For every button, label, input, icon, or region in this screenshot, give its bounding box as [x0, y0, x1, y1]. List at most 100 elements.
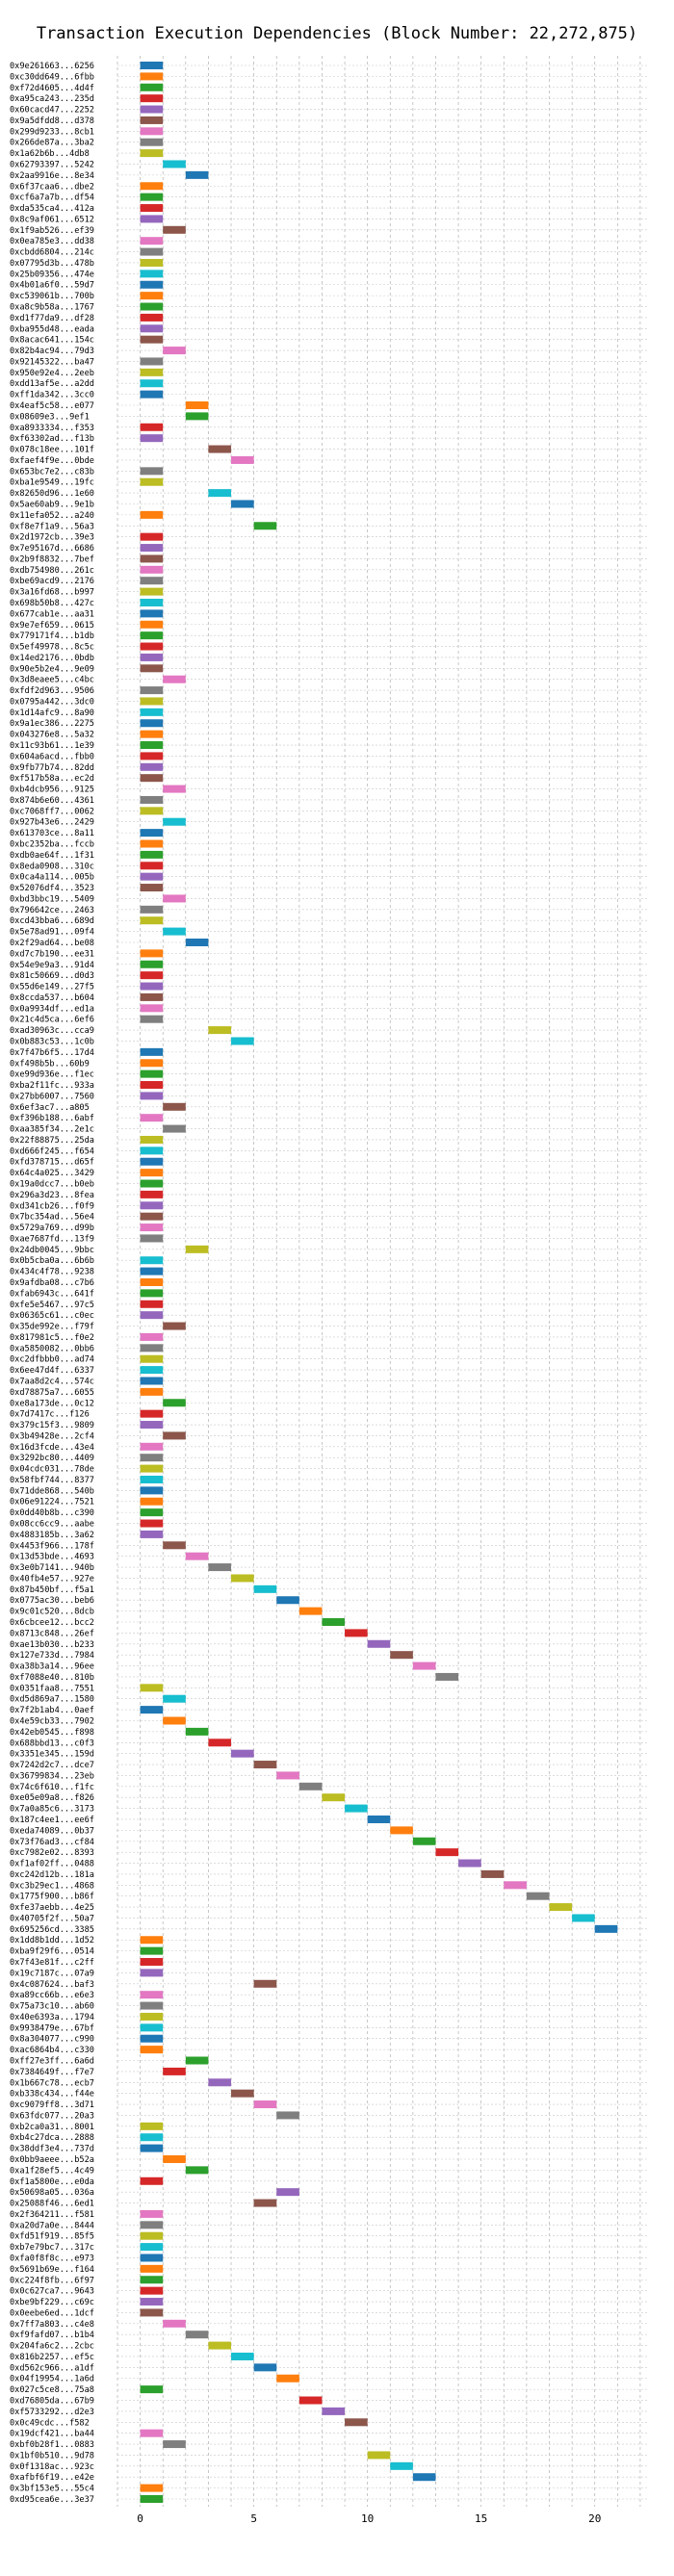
y-tick-label: 0x4453f966...178f	[10, 1541, 94, 1551]
transaction-bar	[185, 2331, 209, 2339]
transaction-bar	[231, 455, 254, 464]
y-tick-label: 0x90e5b2e4...9e09	[10, 664, 94, 674]
transaction-bar	[140, 1366, 164, 1375]
y-tick-label: 0xc30dd649...6fbb	[10, 72, 94, 82]
transaction-bar	[140, 2429, 164, 2437]
transaction-bar	[253, 2100, 277, 2109]
transaction-bar	[140, 719, 164, 728]
y-tick-label: 0xd562c966...a1df	[10, 2363, 94, 2373]
x-tick-label: 0	[137, 2512, 143, 2525]
transaction-bar	[140, 949, 164, 958]
y-tick-label: 0x9a1ec386...2275	[10, 719, 94, 729]
y-tick-label: 0x296a3d23...8fea	[10, 1191, 94, 1200]
transaction-bar	[231, 1574, 254, 1583]
y-tick-label: 0xb2ca0a31...8001	[10, 2123, 94, 2132]
transaction-bar	[345, 2418, 368, 2427]
y-tick-label: 0xdb0ae64f...1f31	[10, 851, 94, 861]
transaction-bar	[140, 1234, 164, 1243]
y-tick-label: 0xff1da342...3cc0	[10, 391, 94, 400]
y-tick-label: 0xc539061b...700b	[10, 292, 94, 301]
transaction-bar	[140, 829, 164, 837]
y-tick-label: 0xf498b5b...60b9	[10, 1059, 90, 1069]
y-tick-label: 0xd666f245...f654	[10, 1146, 94, 1156]
y-tick-label: 0xe8a173de...0c12	[10, 1399, 94, 1408]
transaction-bar	[140, 872, 164, 881]
transaction-bar	[140, 357, 164, 366]
transaction-bar	[163, 1694, 186, 1703]
transaction-bar	[140, 1354, 164, 1363]
y-tick-label: 0xc3b29ec1...4868	[10, 1881, 94, 1891]
transaction-bar	[185, 2166, 209, 2175]
transaction-bar	[231, 1037, 254, 1045]
transaction-bar	[140, 149, 164, 158]
transaction-bar	[458, 1859, 481, 1868]
transaction-bar	[140, 204, 164, 213]
y-tick-label: 0x06365c61...c0ec	[10, 1311, 94, 1321]
transaction-bar	[140, 2385, 164, 2394]
y-tick-label: 0x1bf0b510...9d78	[10, 2451, 94, 2460]
y-tick-label: 0xd95cea6e...3e37	[10, 2495, 94, 2505]
y-tick-label: 0x9e7ef659...0615	[10, 621, 94, 631]
transaction-bar	[140, 292, 164, 300]
y-tick-label: 0x816b2257...ef5c	[10, 2353, 94, 2362]
transaction-bar	[140, 2231, 164, 2240]
y-tick-label: 0x7e95167d...6686	[10, 544, 94, 554]
transaction-bar	[276, 2374, 299, 2383]
y-tick-label: 0xa89cc66b...e6e3	[10, 1991, 94, 2000]
transaction-bar	[140, 1289, 164, 1298]
y-tick-label: 0x927b43e6...2429	[10, 818, 94, 828]
transaction-bar	[140, 434, 164, 443]
transaction-bar	[140, 1936, 164, 1945]
y-tick-label: 0x4b01a6f0...59d7	[10, 281, 94, 291]
y-tick-label: 0xac6864b4...c330	[10, 2046, 94, 2055]
y-tick-label: 0x8acac641...154c	[10, 336, 94, 346]
transaction-bar	[163, 1716, 186, 1725]
transaction-bar	[140, 510, 164, 519]
y-tick-label: 0x5691b69e...f164	[10, 2265, 94, 2275]
y-tick-label: 0x695256cd...3385	[10, 1925, 94, 1935]
transaction-bar	[140, 916, 164, 925]
transaction-bar	[140, 2221, 164, 2229]
transaction-bar	[390, 2461, 413, 2470]
y-tick-label: 0xba9f29f6...0514	[10, 1947, 94, 1957]
y-tick-label: 0xfdf2d963...9506	[10, 686, 94, 696]
transaction-bar	[140, 1047, 164, 1056]
y-tick-label: 0x19dcf421...ba44	[10, 2430, 94, 2439]
y-tick-label: 0x04cdc031...78de	[10, 1465, 94, 1475]
transaction-bar	[163, 2319, 186, 2328]
transaction-bar	[435, 1848, 459, 1857]
transaction-bar	[140, 423, 164, 431]
y-tick-label: 0x6f37caa6...dbe2	[10, 182, 94, 192]
y-tick-label: 0x07795d3b...478b	[10, 259, 94, 269]
transaction-bar	[140, 105, 164, 114]
transaction-bar	[140, 1311, 164, 1320]
transaction-bar	[185, 1727, 209, 1736]
y-tick-label: 0x6ee47d4f...6337	[10, 1366, 94, 1376]
y-tick-label: 0x653bc7e2...c83b	[10, 467, 94, 477]
transaction-bar	[163, 1102, 186, 1111]
y-tick-label: 0x42eb0545...f898	[10, 1728, 94, 1738]
transaction-bar	[140, 83, 164, 91]
y-tick-label: 0x0c627ca7...9643	[10, 2287, 94, 2297]
y-tick-label: 0x19c7187c...07a9	[10, 1969, 94, 1978]
y-tick-label: 0x379c15f3...9809	[10, 1421, 94, 1430]
transaction-bar	[140, 631, 164, 640]
y-tick-label: 0x06e91224...7521	[10, 1498, 94, 1507]
y-tick-label: 0x50698a05...036a	[10, 2188, 94, 2198]
transaction-bar	[140, 1530, 164, 1538]
transaction-bar	[163, 1431, 186, 1440]
transaction-bar	[140, 1344, 164, 1352]
transaction-bar	[140, 2298, 164, 2306]
y-tick-label: 0x7d7417c...f126	[10, 1410, 90, 1420]
y-tick-label: 0xc7982e02...8393	[10, 1848, 94, 1858]
y-tick-label: 0x21c4d5ca...6ef6	[10, 1016, 94, 1025]
y-tick-label: 0x25088f46...6ed1	[10, 2200, 94, 2209]
transaction-bar	[140, 62, 164, 69]
y-tick-label: 0x677cab1e...aa31	[10, 609, 94, 619]
transaction-bar	[140, 1059, 164, 1068]
transaction-bar	[140, 1190, 164, 1198]
transaction-bar	[253, 522, 277, 530]
y-tick-label: 0x0f1318ac...923c	[10, 2462, 94, 2472]
y-tick-label: 0xd76805da...67b9	[10, 2397, 94, 2407]
y-tick-label: 0x7384649f...f7e7	[10, 2068, 94, 2077]
